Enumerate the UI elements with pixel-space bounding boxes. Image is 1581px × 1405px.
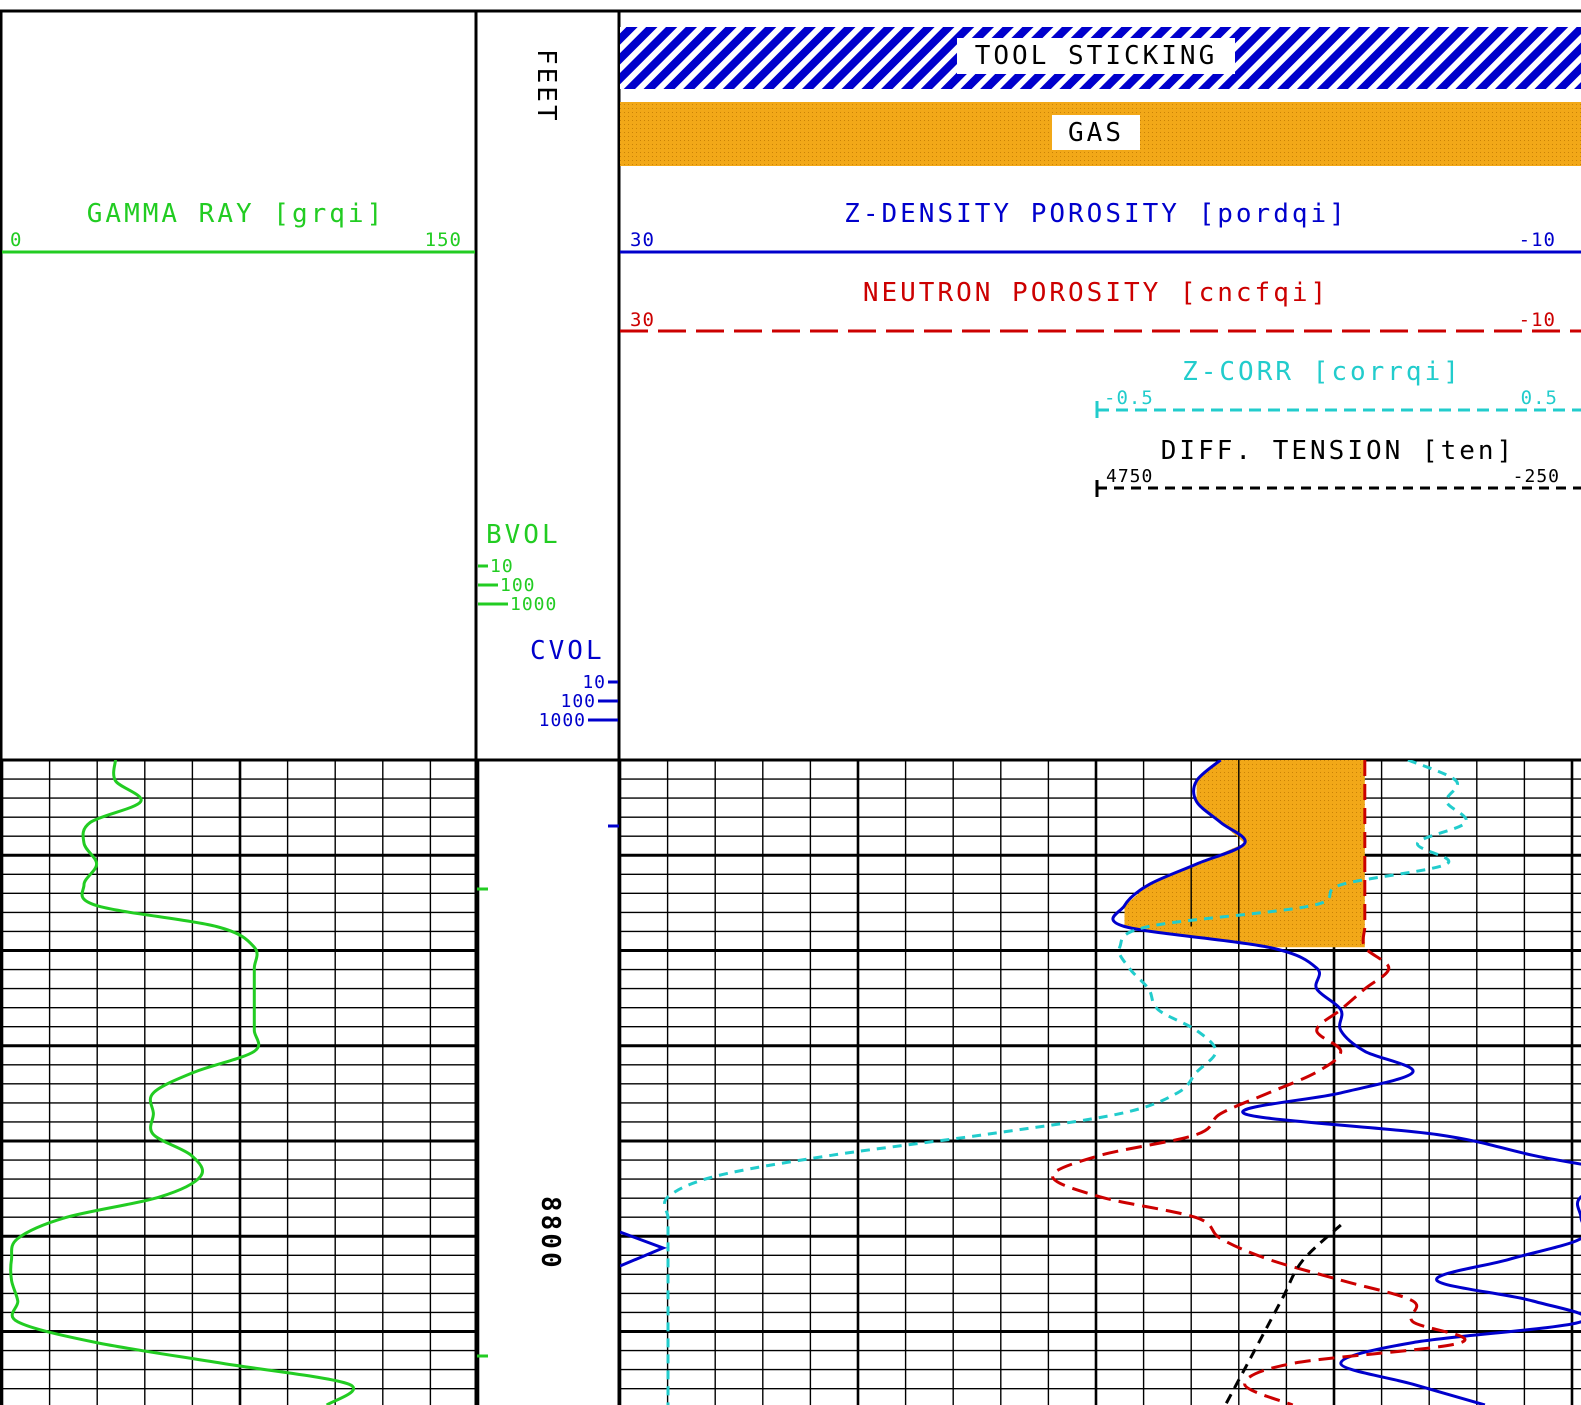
z-corr-scale-right: 0.5	[1521, 387, 1558, 409]
density-curve	[1111, 760, 1581, 1405]
gas-label-bg	[1052, 115, 1140, 150]
z-corr-title: Z-CORR [corrqi]	[1182, 357, 1462, 387]
diff-tension-title: DIFF. TENSION [ten]	[1161, 436, 1515, 466]
gas-shading	[1124, 760, 1365, 948]
neutron-porosity-header: NEUTRON POROSITY [cncfqi] 30 -10	[620, 278, 1581, 333]
gas-label: GAS	[1068, 118, 1124, 148]
cvol-label-10: 10	[582, 672, 606, 693]
bvol-label-100: 100	[500, 575, 536, 596]
neutron-curve	[1051, 760, 1467, 1405]
tension-curve	[1224, 1223, 1342, 1405]
depth-track: FEET BVOL 10 100 1000 CVOL 10 100 1000 8…	[477, 49, 619, 1358]
density-porosity-scale-left: 30	[630, 229, 655, 251]
depth-value-label: 8800	[535, 1196, 565, 1271]
density-porosity-title: Z-DENSITY POROSITY [pordqi]	[844, 199, 1348, 229]
cvol-label-100: 100	[560, 691, 596, 712]
tool-sticking-flag: TOOL STICKING	[620, 27, 1581, 89]
tool-sticking-label: TOOL STICKING	[975, 41, 1218, 71]
neutron-porosity-scale-left: 30	[630, 309, 655, 331]
track2-grid	[618, 758, 1581, 1405]
neutron-porosity-title: NEUTRON POROSITY [cncfqi]	[863, 278, 1329, 308]
density-porosity-scale-right: -10	[1519, 229, 1556, 251]
bvol-label-10: 10	[490, 556, 514, 577]
cvol-title: CVOL	[530, 636, 605, 666]
density-wrap-curve	[620, 1230, 668, 1268]
gamma-curve	[9, 760, 355, 1405]
diff-tension-scale-right: -250	[1513, 466, 1560, 487]
depth-unit-label: FEET	[531, 49, 561, 124]
diff-tension-scale-left: 4750	[1106, 466, 1153, 487]
tool-sticking-label-bg	[957, 38, 1235, 74]
z-corr-header: Z-CORR [corrqi] -0.5 0.5	[1095, 357, 1581, 418]
neutron-porosity-scale-right: -10	[1519, 309, 1556, 331]
gamma-ray-title: GAMMA RAY [grqi]	[87, 199, 385, 229]
gamma-ray-scale-right: 150	[425, 229, 462, 251]
diff-tension-header: DIFF. TENSION [ten] 4750 -250	[1095, 436, 1581, 497]
gamma-ray-scale-left: 0	[10, 229, 22, 251]
track1-grid	[0, 758, 480, 1405]
density-porosity-header: Z-DENSITY POROSITY [pordqi] 30 -10	[620, 199, 1581, 254]
z-corr-scale-left: -0.5	[1104, 387, 1154, 409]
cvol-label-1000: 1000	[539, 710, 586, 731]
gamma-ray-header: GAMMA RAY [grqi] 0 150	[2, 199, 475, 254]
bvol-label-1000: 1000	[510, 594, 557, 615]
bvol-title: BVOL	[486, 520, 561, 550]
curves-layer	[9, 760, 1581, 1405]
gas-flag: GAS	[620, 102, 1581, 166]
corr-curve	[662, 760, 1468, 1405]
